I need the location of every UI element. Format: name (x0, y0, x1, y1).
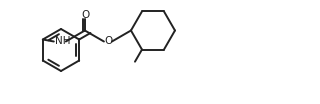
Text: NH: NH (55, 37, 70, 46)
Text: O: O (104, 37, 113, 46)
Text: O: O (81, 9, 90, 20)
